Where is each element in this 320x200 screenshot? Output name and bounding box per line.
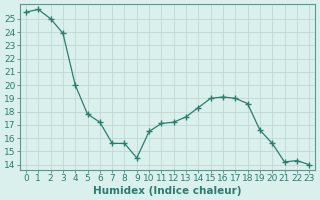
X-axis label: Humidex (Indice chaleur): Humidex (Indice chaleur) [93,186,242,196]
